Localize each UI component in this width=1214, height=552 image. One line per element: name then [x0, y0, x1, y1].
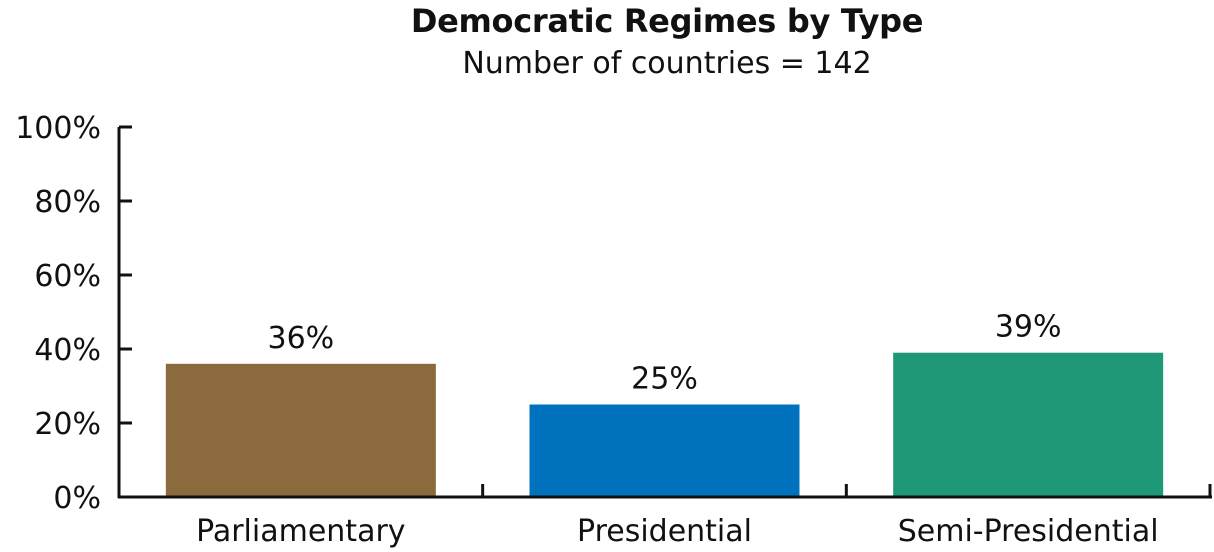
x-tick-label: Parliamentary: [196, 514, 405, 549]
chart-title: Democratic Regimes by Type: [410, 2, 924, 40]
bar-parliamentary: [165, 363, 436, 496]
y-tick-label: 100%: [15, 111, 101, 146]
x-tick-label: Semi-Presidential: [898, 514, 1159, 549]
chart-subtitle: Number of countries = 142: [462, 46, 872, 81]
y-tick-label: 60%: [34, 259, 101, 294]
y-axis: 0% 20% 40% 60% 80% 100%: [15, 111, 132, 516]
data-label: 25%: [631, 362, 698, 397]
bar-semi-presidential: [893, 352, 1164, 496]
y-tick-label: 80%: [34, 185, 101, 220]
bar-presidential: [529, 404, 800, 496]
data-label: 36%: [267, 321, 334, 356]
y-tick-label: 40%: [34, 333, 101, 368]
x-axis: Parliamentary Presidential Semi-Presidenti…: [118, 484, 1212, 549]
bars: [165, 352, 1164, 496]
y-tick-label: 20%: [34, 407, 101, 442]
value-labels: 36% 25% 39%: [267, 310, 1061, 397]
data-label: 39%: [995, 310, 1062, 345]
y-tick-label: 0%: [53, 481, 101, 516]
x-tick-label: Presidential: [577, 514, 752, 549]
